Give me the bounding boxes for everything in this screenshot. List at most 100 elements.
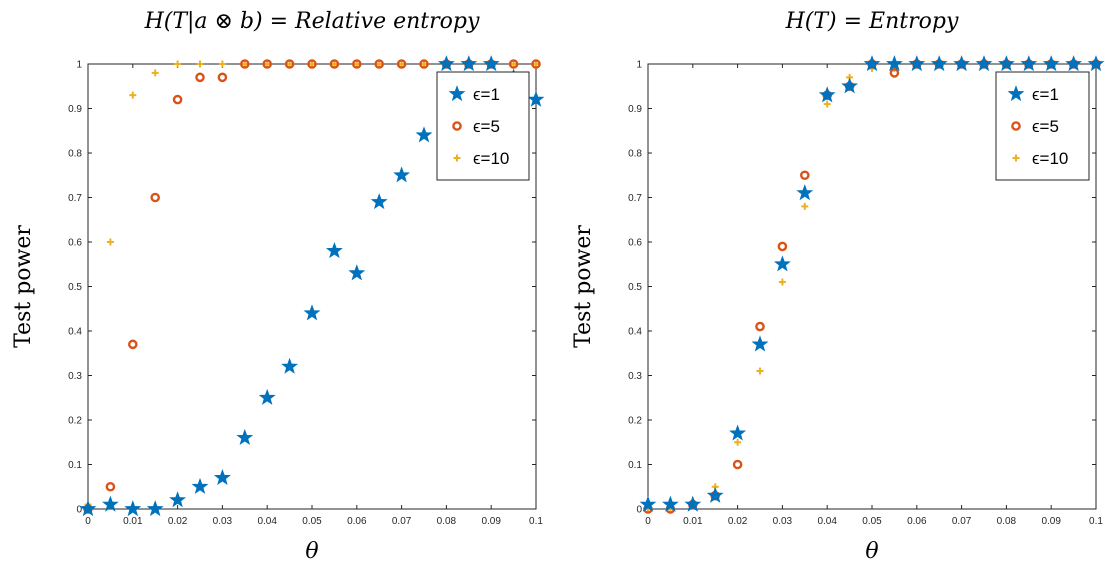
y-axis-label: Test power [11,225,36,348]
data-point-star [885,55,903,72]
x-tick-label: 0.02 [168,516,188,527]
y-tick-label: 0.1 [68,460,82,471]
data-point-star [773,255,791,272]
data-point-plus [151,69,159,77]
data-point-star [1042,55,1060,72]
x-axis-label: θ [305,539,318,564]
data-point-star [975,55,993,72]
data-point-star [169,491,187,508]
data-point-plus [398,60,406,68]
data-point-circle [732,459,743,470]
data-point-plus [308,60,316,68]
y-tick-label: 0.8 [68,149,82,160]
data-point-star [1065,55,1083,72]
data-point-star [393,166,411,183]
legend-label: ϵ=10 [1032,149,1068,168]
x-tick-label: 0.02 [728,516,748,527]
data-point-circle [329,59,340,69]
legend-label: ϵ=1 [1032,85,1059,104]
data-point-circle [374,59,385,69]
data-point-star [191,477,209,494]
x-tick-label: 0.06 [347,516,367,527]
y-tick-label: 1 [636,60,642,71]
x-tick-label: 0.07 [952,516,972,527]
legend-label: ϵ=1 [473,85,500,104]
data-point-star [751,335,769,352]
data-point-circle [150,192,160,203]
legend: ϵ=1 ϵ=5 ϵ=10 [995,71,1090,181]
y-tick-label: 0.5 [628,282,642,293]
x-tick-label: 0.09 [1041,516,1061,527]
data-point-star [348,264,366,281]
data-point-star [818,86,836,103]
data-point-star [79,500,97,517]
data-point-star [415,126,433,143]
data-point-star [729,424,747,441]
data-point-circle [755,321,765,332]
data-point-circle [396,59,407,69]
data-point-circle [239,59,250,69]
data-point-star [370,193,388,210]
data-point-plus [778,278,786,286]
x-tick-label: 0.08 [437,516,457,527]
x-axis-label: θ [865,539,878,564]
data-point-circle [351,59,362,69]
y-tick-label: 0.6 [68,238,82,249]
data-point-star [841,77,859,94]
data-point-star [325,242,343,259]
data-point-star [460,55,478,72]
data-point-star [930,55,948,72]
data-point-circle [777,241,788,252]
data-point-plus [263,60,271,68]
data-point-star [482,55,500,72]
y-tick-label: 0.5 [68,282,82,293]
y-tick-label: 0 [76,505,82,516]
data-point-star [953,55,971,72]
data-point-star [796,184,814,201]
y-tick-label: 0.3 [68,371,82,382]
x-tick-label: 0 [645,516,651,527]
data-point-plus [420,60,428,68]
data-point-plus [174,60,182,68]
x-tick-label: 0.03 [213,516,233,527]
data-point-star [281,357,299,374]
x-tick-label: 0.05 [302,516,322,527]
x-tick-label: 0.04 [817,516,837,527]
data-point-plus [218,60,226,68]
x-tick-label: 0.01 [123,516,143,527]
data-point-star [258,388,276,405]
y-tick-label: 0.2 [628,416,642,427]
data-point-plus [823,100,831,108]
data-point-circle [262,59,273,69]
chart-title: H(T) = Entropy [785,9,959,34]
x-tick-label: 0.07 [392,516,412,527]
data-point-plus [801,202,809,210]
data-point-star [236,428,254,445]
data-point-star [661,495,679,512]
y-tick-label: 0.4 [68,327,82,338]
legend-marker-circle [452,121,462,131]
data-point-circle [419,59,429,69]
data-point-circle [127,339,138,350]
data-point-plus [241,60,249,68]
data-point-star [997,55,1015,72]
data-point-plus [106,238,114,246]
x-tick-label: 0.04 [257,516,277,527]
data-point-circle [800,170,810,181]
data-point-circle [105,481,116,492]
legend-marker-plus [453,154,461,162]
data-point-star [706,486,724,503]
data-point-star [437,55,455,72]
series-star [639,55,1105,512]
y-tick-label: 0.1 [628,460,642,471]
data-point-star [303,304,321,321]
data-point-star [908,55,926,72]
chart-panel-2: 0 0.01 0.02 0.03 0.04 0.05 0.06 0.07 0.08 0.09 0.1… [571,9,1105,564]
chart-title: H(T|a ⊗ b) = Relative entropy [144,9,480,34]
data-point-plus [756,367,764,375]
data-point-plus [286,60,294,68]
y-tick-label: 0.6 [628,238,642,249]
data-point-plus [375,60,383,68]
data-point-star [146,500,164,517]
